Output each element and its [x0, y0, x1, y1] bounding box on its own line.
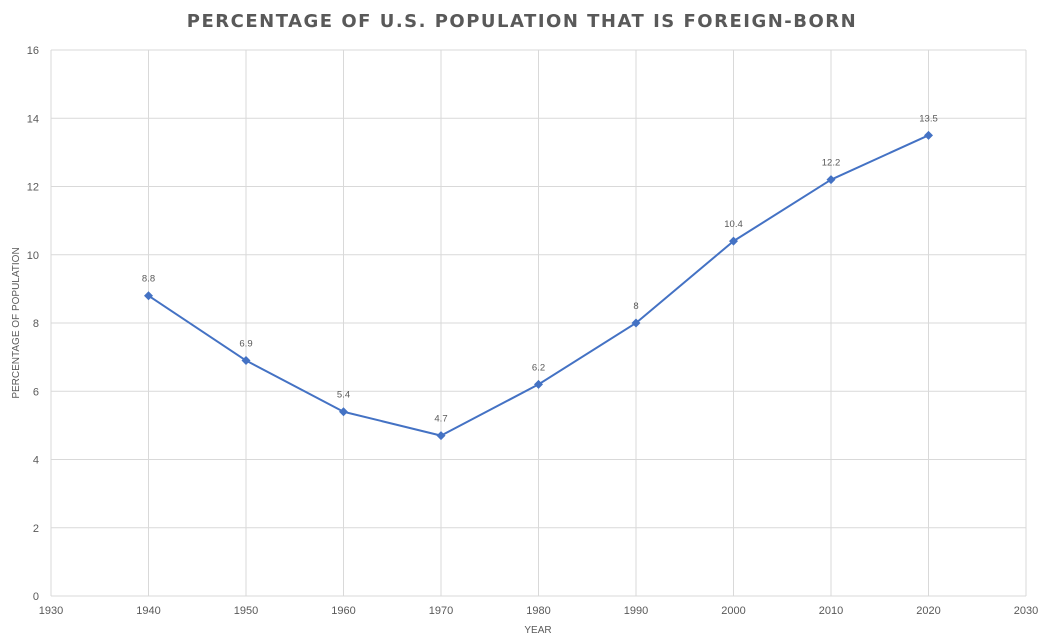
y-tick-label: 2: [33, 523, 39, 535]
data-label: 6.2: [532, 362, 545, 373]
data-label: 8: [633, 301, 638, 312]
data-point: [729, 236, 738, 246]
data-label: 10.4: [724, 219, 743, 230]
y-tick-label: 0: [33, 591, 39, 603]
data-label: 5.4: [337, 390, 350, 401]
chart-title: PERCENTAGE OF U.S. POPULATION THAT IS FO…: [187, 11, 857, 32]
y-tick-label: 14: [27, 113, 39, 125]
x-tick-label: 2000: [721, 605, 745, 617]
x-tick-label: 1980: [526, 605, 550, 617]
y-tick-label: 10: [27, 250, 39, 262]
y-tick-labels: 0 2 4 6 8 10 12 14 16: [27, 45, 39, 603]
data-label: 4.7: [434, 414, 447, 425]
y-tick-label: 16: [27, 45, 39, 57]
x-tick-label: 1930: [39, 605, 63, 617]
x-tick-label: 1970: [429, 605, 453, 617]
data-label: 6.9: [239, 339, 252, 350]
data-point: [826, 175, 836, 185]
x-tick-label: 2010: [819, 605, 843, 617]
x-tick-label: 1960: [331, 605, 355, 617]
data-point: [144, 291, 153, 301]
y-axis-label: PERCENTAGE OF POPULATION: [11, 247, 22, 398]
y-tick-label: 12: [27, 182, 39, 194]
gridlines: [50, 49, 1027, 597]
x-tick-label: 2030: [1014, 605, 1038, 617]
data-point: [534, 379, 543, 389]
x-tick-label: 2020: [916, 605, 940, 617]
data-label: 8.8: [142, 274, 155, 285]
x-tick-label: 1940: [136, 605, 160, 617]
data-point: [436, 431, 446, 441]
y-tick-label: 8: [33, 318, 39, 330]
data-point: [924, 130, 933, 140]
series-foreign-born: [144, 130, 933, 441]
data-label: 12.2: [822, 158, 841, 169]
x-tick-label: 1990: [624, 605, 648, 617]
x-tick-labels: 1930 1940 1950 1960 1970 1980 1990 2000 2010 2020…: [39, 605, 1038, 617]
y-tick-label: 6: [33, 386, 39, 398]
data-point: [339, 407, 348, 417]
data-point: [241, 356, 251, 366]
y-tick-label: 4: [33, 455, 39, 467]
data-point: [631, 318, 641, 328]
x-axis-label: YEAR: [524, 625, 551, 636]
data-labels: 8.8 6.9 5.4 4.7 6.2 8 10.4 12.2 13.5: [142, 113, 938, 424]
data-label: 13.5: [919, 113, 938, 124]
x-tick-label: 1950: [234, 605, 258, 617]
